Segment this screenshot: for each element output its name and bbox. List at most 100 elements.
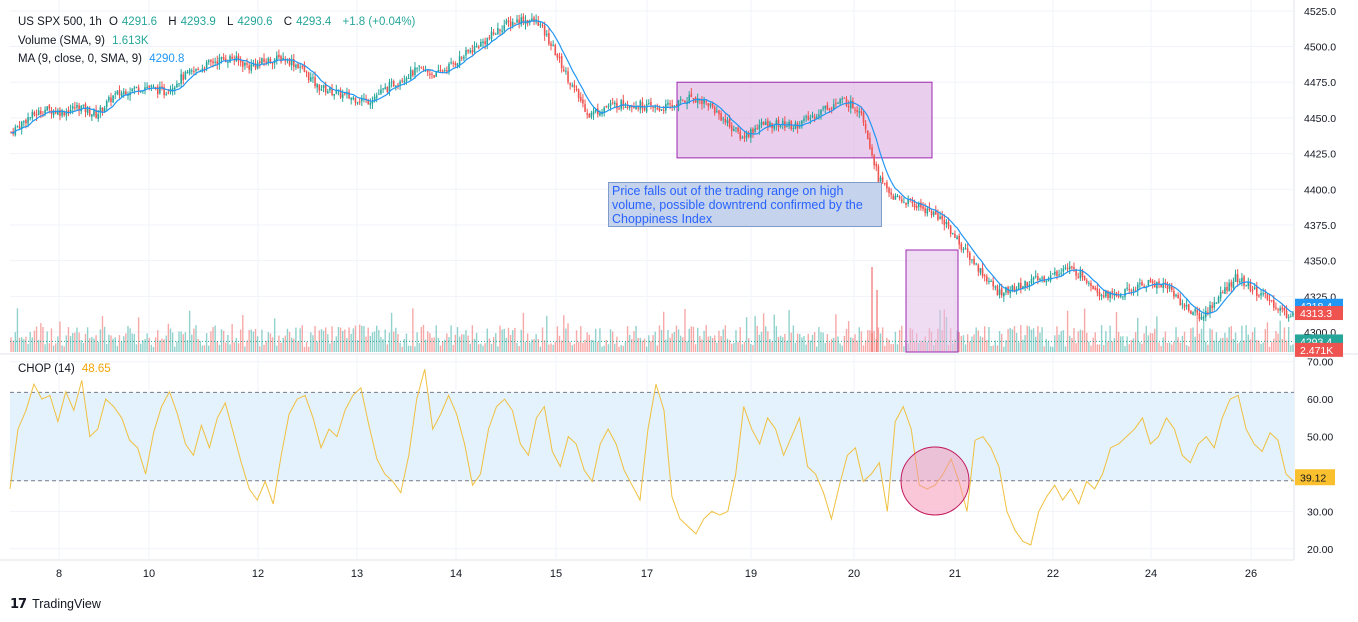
- volume-bar: [886, 337, 888, 352]
- volume-bar: [1192, 327, 1194, 352]
- candle-body: [1041, 277, 1043, 279]
- volume-bar: [573, 343, 576, 352]
- volume-bar: [837, 336, 839, 352]
- candle-body: [446, 70, 448, 72]
- candle-body: [1153, 283, 1156, 287]
- candle-body: [894, 195, 897, 200]
- volume-bar: [478, 344, 480, 352]
- price-badge: [1295, 306, 1343, 321]
- candle-body: [290, 60, 293, 66]
- volume-bar: [429, 333, 431, 352]
- volume-bar: [648, 335, 650, 352]
- candle-body: [292, 59, 295, 67]
- chop-badge-label: 39.12: [1300, 472, 1326, 484]
- time-tick-label: 13: [351, 568, 363, 580]
- candle-body: [350, 98, 352, 100]
- annotation-note[interactable]: Price falls out of the trading range on …: [608, 182, 882, 227]
- volume-bar: [165, 335, 167, 352]
- volume-bar: [356, 340, 359, 352]
- candle-body: [607, 106, 610, 108]
- volume-bar: [1188, 346, 1190, 352]
- candle-body: [660, 109, 663, 111]
- candle-body: [730, 125, 733, 131]
- volume-bar: [1092, 337, 1094, 352]
- candle-body: [263, 58, 265, 62]
- volume-bar: [994, 340, 997, 352]
- volume-bar: [1037, 326, 1039, 352]
- volume-bar: [18, 337, 21, 352]
- volume-bar: [864, 340, 867, 352]
- candle-body: [163, 87, 165, 96]
- volume-bar: [896, 344, 899, 352]
- price-tick-label: 4350.0: [1304, 256, 1336, 268]
- price-badge: [1295, 342, 1343, 357]
- candle-body: [624, 106, 627, 108]
- candle-body: [567, 71, 569, 83]
- candle-body: [144, 87, 146, 91]
- candle-body: [518, 19, 520, 25]
- volume-bar: [584, 339, 586, 352]
- volume-bar: [1130, 340, 1133, 352]
- candle-body: [197, 69, 199, 71]
- candle-body: [798, 125, 801, 128]
- volume-bar: [703, 330, 705, 352]
- candle-body: [371, 101, 374, 104]
- volume-bar: [254, 328, 257, 352]
- chop-highlight-circle[interactable]: [900, 446, 970, 516]
- candle-body: [254, 63, 257, 68]
- candle-body: [554, 44, 557, 56]
- candle-body: [603, 107, 605, 113]
- volume-legend: Volume (SMA, 9) 1.613K: [18, 35, 153, 47]
- volume-bar: [1287, 326, 1290, 352]
- volume-bar: [278, 335, 280, 352]
- candle-body: [1194, 309, 1196, 312]
- volume-bar: [1003, 346, 1005, 352]
- volume-bar: [40, 323, 42, 352]
- volume-bar: [405, 333, 408, 352]
- candle-body: [690, 93, 693, 98]
- candle-body: [1234, 274, 1237, 282]
- candle-body: [473, 46, 476, 52]
- volume-bar: [690, 326, 693, 352]
- volume-bar: [979, 336, 982, 352]
- volume-bar: [339, 327, 342, 352]
- volume-bar: [903, 346, 905, 352]
- candle-body: [195, 68, 197, 71]
- volume-bar: [378, 330, 380, 352]
- volume-bar: [586, 332, 588, 352]
- volume-bar: [276, 345, 278, 352]
- candle-body: [952, 232, 954, 234]
- candle-body: [88, 108, 91, 116]
- volume-bar: [293, 338, 295, 352]
- candle-body: [988, 281, 990, 283]
- volume-bar: [901, 325, 903, 352]
- candle-body: [44, 109, 46, 114]
- candle-body: [1139, 283, 1141, 285]
- candle-body: [613, 102, 616, 105]
- volume-bar: [1209, 328, 1211, 352]
- candle-body: [692, 98, 695, 100]
- candle-body: [333, 93, 335, 96]
- volume-bar: [1124, 346, 1126, 352]
- candle-body: [1151, 281, 1154, 284]
- candle-body: [618, 108, 620, 110]
- candle-body: [856, 109, 858, 113]
- candle-body: [460, 57, 463, 59]
- candle-body: [582, 99, 584, 104]
- volume-bar: [1273, 338, 1275, 352]
- candle-body: [380, 89, 382, 94]
- volume-bar: [833, 337, 835, 352]
- candle-body: [1124, 289, 1126, 297]
- volume-bar: [212, 327, 214, 352]
- volume-bar: [1139, 342, 1141, 352]
- candle-body: [176, 83, 178, 88]
- volume-bar: [569, 341, 571, 352]
- candle-body: [1141, 282, 1143, 286]
- candle-body: [188, 69, 191, 74]
- candle-body: [297, 64, 299, 69]
- candle-body: [63, 111, 66, 116]
- volume-spike-box[interactable]: [905, 249, 959, 353]
- volume-bar: [1049, 346, 1052, 352]
- volume-bar: [1015, 332, 1018, 352]
